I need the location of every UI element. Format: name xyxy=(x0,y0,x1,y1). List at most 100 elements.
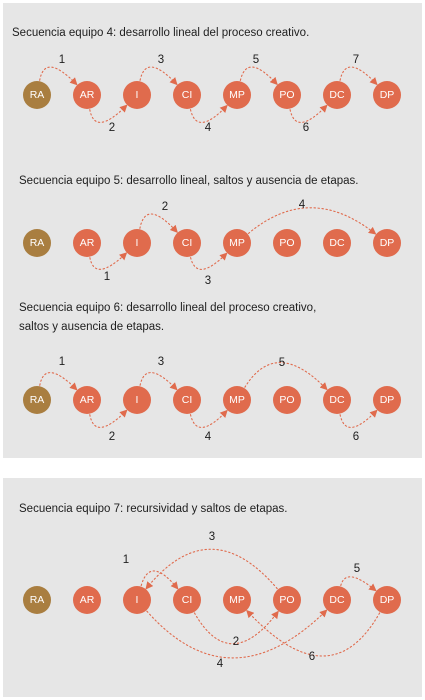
step-number-label: 4 xyxy=(205,431,212,443)
node-dp-circle xyxy=(373,586,401,614)
node-dc-circle xyxy=(323,81,351,109)
node-dc-label: DC xyxy=(329,89,345,101)
node-mp-label: MP xyxy=(229,594,245,606)
arrow-ar-to-i xyxy=(89,409,128,428)
arrow-ci-to-mp xyxy=(189,409,228,428)
node-ar-label: AR xyxy=(80,394,95,406)
node-ra-label: RA xyxy=(30,237,45,249)
node-ar-circle xyxy=(73,586,101,614)
seq7-title: Secuencia equipo 7: recursividad y salto… xyxy=(19,503,288,515)
step-number-label: 1 xyxy=(59,54,65,66)
step-number-label: 2 xyxy=(109,431,115,443)
node-i-circle xyxy=(123,229,151,257)
arrow-i-to-ci xyxy=(139,372,178,391)
seq4-title: Secuencia equipo 4: desarrollo lineal de… xyxy=(12,27,310,39)
node-mp-circle xyxy=(223,81,251,109)
arrow-dp-to-mp xyxy=(246,609,381,657)
arrow-dc-to-dp xyxy=(340,576,377,592)
node-dp-label: DP xyxy=(380,594,395,606)
node-ar-label: AR xyxy=(80,89,95,101)
node-ra-circle xyxy=(23,386,51,414)
step-number-label: 2 xyxy=(109,122,115,134)
node-ar-circle xyxy=(73,81,101,109)
node-po-circle xyxy=(273,229,301,257)
step-number-label: 3 xyxy=(209,531,215,543)
node-ar-circle xyxy=(73,386,101,414)
node-dc-circle xyxy=(323,586,351,614)
node-i-label: I xyxy=(136,394,139,406)
node-i-label: I xyxy=(136,237,139,249)
step-number-label: 6 xyxy=(353,431,359,443)
arrow-po-to-i xyxy=(145,548,278,590)
node-i-circle xyxy=(123,81,151,109)
seq6-title-line2: saltos y ausencia de etapas. xyxy=(19,321,165,333)
node-po-circle xyxy=(273,386,301,414)
step-number-label: 3 xyxy=(205,275,211,287)
node-ar-circle xyxy=(73,229,101,257)
step-number-label: 4 xyxy=(299,199,306,211)
arrow-ra-to-ar xyxy=(39,372,78,391)
step-number-label: 6 xyxy=(309,651,315,663)
step-number-label: 5 xyxy=(279,357,285,369)
node-dc-label: DC xyxy=(329,394,345,406)
node-dc-label: DC xyxy=(329,594,345,606)
step-number-label: 1 xyxy=(59,356,65,368)
node-mp-circle xyxy=(223,386,251,414)
node-i-circle xyxy=(123,586,151,614)
node-dc-circle xyxy=(323,229,351,257)
node-i-label: I xyxy=(136,594,139,606)
node-ra-circle xyxy=(23,81,51,109)
step-number-label: 4 xyxy=(205,122,212,134)
node-ci-circle xyxy=(173,229,201,257)
arrow-ar-to-i xyxy=(89,104,128,123)
node-mp-label: MP xyxy=(229,394,245,406)
node-i-circle xyxy=(123,386,151,414)
node-ar-label: AR xyxy=(80,594,95,606)
node-mp-circle xyxy=(223,229,251,257)
node-ra-label: RA xyxy=(30,594,45,606)
step-number-label: 7 xyxy=(353,54,359,66)
node-po-label: PO xyxy=(279,394,294,406)
arrow-dc-to-dp xyxy=(339,66,378,86)
node-po-label: PO xyxy=(279,89,294,101)
node-ra-label: RA xyxy=(30,89,45,101)
node-i-label: I xyxy=(136,89,139,101)
arrow-po-to-dc xyxy=(289,104,328,123)
node-dc-label: DC xyxy=(329,237,345,249)
panel-team-7 xyxy=(3,478,422,697)
step-number-label: 5 xyxy=(354,563,360,575)
node-ra-circle xyxy=(23,229,51,257)
node-ci-circle xyxy=(173,586,201,614)
step-number-label: 2 xyxy=(233,636,239,648)
node-po-label: PO xyxy=(279,237,294,249)
arrow-ar-to-i xyxy=(89,252,128,270)
node-dp-label: DP xyxy=(380,394,395,406)
node-ci-circle xyxy=(173,386,201,414)
node-po-circle xyxy=(273,81,301,109)
arrow-i-to-ci xyxy=(140,570,179,590)
node-ci-label: CI xyxy=(182,594,193,606)
node-ci-label: CI xyxy=(182,89,193,101)
node-dp-circle xyxy=(373,81,401,109)
node-mp-label: MP xyxy=(229,237,245,249)
arrow-i-to-ci xyxy=(139,66,178,86)
seq5-title: Secuencia equipo 5: desarrollo lineal, s… xyxy=(19,175,359,187)
node-po-circle xyxy=(273,586,301,614)
node-ar-label: AR xyxy=(80,237,95,249)
step-number-label: 3 xyxy=(158,54,164,66)
node-ra-circle xyxy=(23,586,51,614)
node-po-label: PO xyxy=(279,594,294,606)
step-number-label: 6 xyxy=(303,122,309,134)
node-dp-label: DP xyxy=(380,89,395,101)
step-number-label: 5 xyxy=(253,54,259,66)
step-number-label: 4 xyxy=(217,658,224,670)
seq6-title-line1: Secuencia equipo 6: desarrollo lineal de… xyxy=(19,302,317,314)
step-number-label: 2 xyxy=(162,201,168,213)
arrow-mp-to-dp xyxy=(247,207,377,235)
arrow-mp-to-po xyxy=(239,66,278,86)
node-ci-label: CI xyxy=(182,237,193,249)
node-dp-circle xyxy=(373,386,401,414)
arrow-ra-to-ar xyxy=(39,66,78,86)
step-number-label: 1 xyxy=(104,271,110,283)
arrow-i-to-ci xyxy=(139,213,178,234)
